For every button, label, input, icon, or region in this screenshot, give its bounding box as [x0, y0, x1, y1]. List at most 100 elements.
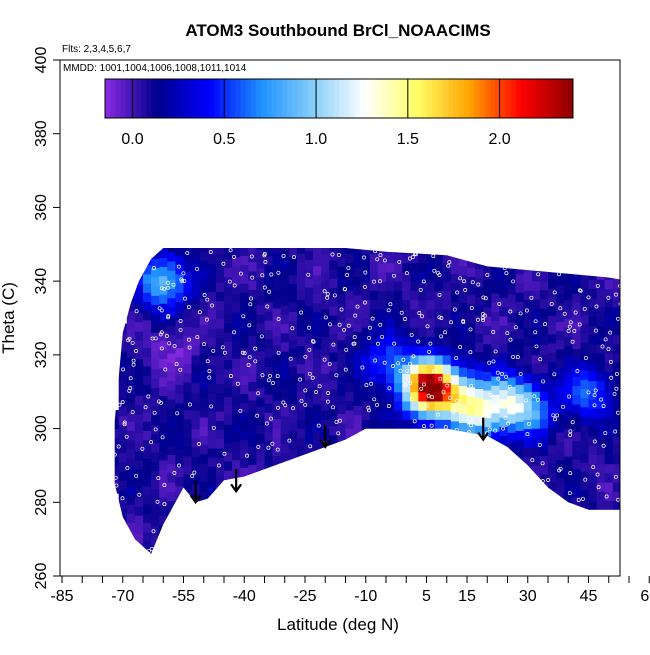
heatmap-cell	[216, 476, 225, 486]
heatmap-cell	[362, 235, 371, 245]
heatmap-cell	[524, 272, 533, 282]
heatmap-cell	[394, 318, 403, 328]
heatmap-cell	[119, 324, 128, 334]
heatmap-cell	[232, 450, 241, 460]
heatmap-cell	[200, 343, 209, 353]
heatmap-cell	[483, 408, 492, 418]
heatmap-cell	[119, 397, 128, 407]
heatmap-cell	[216, 273, 225, 283]
heatmap-cell	[240, 394, 249, 404]
heatmap-cell	[119, 333, 128, 343]
heatmap-cell	[467, 341, 476, 351]
y-tick-label: 260	[33, 563, 50, 590]
heatmap-cell	[459, 247, 468, 257]
heatmap-cell	[605, 473, 614, 483]
heatmap-cell	[224, 304, 233, 314]
heatmap-cell	[175, 449, 184, 459]
x-tick-label: -85	[50, 588, 73, 605]
heatmap-cell	[224, 424, 233, 434]
heatmap-cell	[216, 245, 225, 255]
heatmap-cell	[167, 307, 176, 317]
heatmap-cell	[491, 394, 500, 404]
heatmap-cell	[378, 318, 387, 328]
heatmap-cell	[175, 255, 184, 265]
heatmap-cell	[443, 300, 452, 310]
heatmap-cell	[637, 308, 646, 318]
heatmap-cell	[159, 488, 168, 498]
heatmap-cell	[378, 346, 387, 356]
heatmap-cell	[532, 401, 541, 411]
heatmap-cell	[248, 400, 257, 410]
heatmap-cell	[167, 454, 176, 464]
heatmap-cell	[305, 278, 314, 288]
heatmap-cell	[297, 318, 306, 328]
heatmap-cell	[184, 382, 193, 392]
heatmap-cell	[337, 294, 346, 304]
heatmap-cell	[346, 410, 355, 420]
heatmap-cell	[362, 392, 371, 402]
heatmap-cell	[597, 270, 606, 280]
heatmap-cell	[346, 355, 355, 365]
heatmap-cell	[321, 281, 330, 291]
heatmap-cell	[564, 447, 573, 457]
heatmap-cell	[354, 240, 363, 250]
heatmap-cell	[597, 325, 606, 335]
heatmap-cell	[548, 362, 557, 372]
heatmap-cell	[151, 516, 160, 526]
heatmap-cell	[427, 263, 436, 273]
heatmap-cell	[589, 316, 598, 326]
colorbar-segment	[396, 79, 402, 118]
heatmap-cell	[629, 501, 638, 511]
heatmap-cell	[321, 272, 330, 282]
heatmap-cell	[200, 408, 209, 418]
heatmap-cell	[564, 364, 573, 374]
heatmap-cell	[564, 392, 573, 402]
heatmap-cell	[483, 399, 492, 409]
heatmap-cell	[597, 445, 606, 455]
heatmap-cell	[564, 373, 573, 383]
colorbar-segment	[136, 79, 142, 118]
heatmap-cell	[281, 342, 290, 352]
heatmap-cell	[435, 300, 444, 310]
heatmap-cell	[443, 355, 452, 365]
heatmap-cell	[354, 405, 363, 415]
heatmap-cell	[467, 267, 476, 277]
heatmap-cell	[224, 452, 233, 462]
heatmap-cell	[273, 409, 282, 419]
heatmap-cell	[443, 290, 452, 300]
heatmap-cell	[297, 456, 306, 466]
heatmap-cell	[281, 453, 290, 463]
heatmap-cell	[175, 320, 184, 330]
heatmap-cell	[402, 281, 411, 291]
heatmap-cell	[224, 286, 233, 296]
heatmap-cell	[143, 532, 152, 542]
heatmap-cell	[216, 374, 225, 384]
heatmap-cell	[645, 465, 650, 475]
heatmap-cell	[410, 392, 419, 402]
heatmap-cell	[192, 456, 201, 466]
heatmap-cell	[467, 249, 476, 259]
heatmap-cell	[532, 419, 541, 429]
heatmap-cell	[483, 279, 492, 289]
heatmap-cell	[248, 345, 257, 355]
heatmap-cell	[645, 475, 650, 485]
heatmap-cell	[540, 483, 549, 493]
heatmap-cell	[580, 278, 589, 288]
heatmap-cell	[402, 336, 411, 346]
heatmap-cell	[135, 524, 144, 534]
heatmap-cell	[175, 430, 184, 440]
heatmap-cell	[508, 257, 517, 267]
heatmap-cell	[151, 544, 160, 554]
heatmap-cell	[240, 440, 249, 450]
heatmap-cell	[637, 502, 646, 512]
heatmap-cell	[580, 388, 589, 398]
heatmap-cell	[135, 442, 144, 452]
sample-point	[623, 488, 626, 491]
heatmap-cell	[289, 367, 298, 377]
heatmap-cell	[337, 404, 346, 414]
heatmap-cell	[200, 242, 209, 252]
heatmap-cell	[508, 423, 517, 433]
heatmap-cell	[313, 247, 322, 257]
heatmap-cell	[297, 244, 306, 254]
heatmap-cell	[216, 420, 225, 430]
